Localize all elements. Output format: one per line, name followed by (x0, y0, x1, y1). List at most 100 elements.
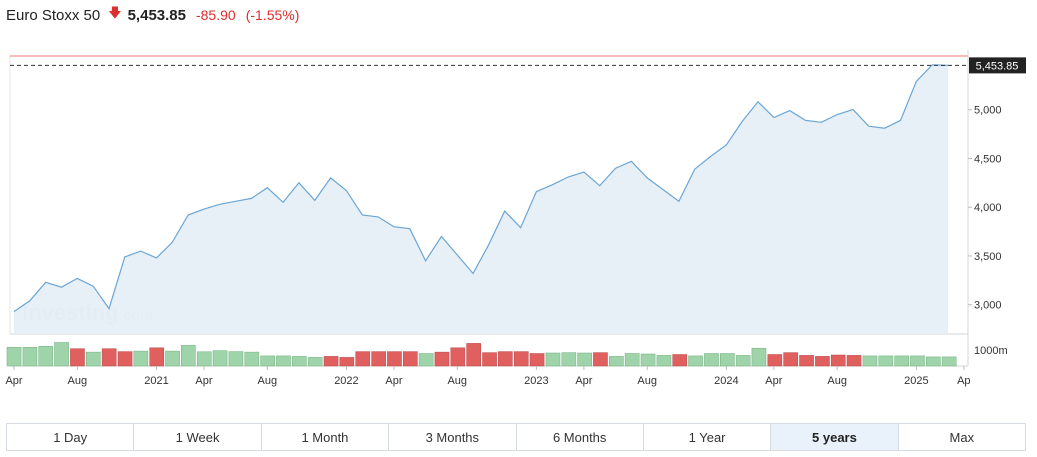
x-tick-label: Aug (827, 375, 847, 387)
volume-bar (941, 356, 957, 367)
volume-bar (656, 355, 672, 367)
range-button-5-years[interactable]: 5 years (771, 424, 899, 450)
volume-bar (498, 351, 513, 367)
volume-bar (339, 357, 355, 367)
x-tick-label: Apr (5, 375, 22, 387)
volume-bar (894, 355, 909, 367)
volume-bar (577, 352, 592, 367)
x-tick-label: Aug (447, 375, 467, 387)
price-area (14, 64, 948, 335)
x-tick-label: Apr (765, 375, 782, 387)
price-line (13, 64, 949, 313)
volume-bar (688, 355, 703, 367)
volume-bar (149, 347, 165, 367)
x-tick-label: Aug (257, 375, 277, 387)
range-button-1-year[interactable]: 1 Year (643, 424, 772, 450)
y-tick-label: 3,500 (974, 251, 1002, 263)
volume-bar (561, 352, 577, 367)
volume-bar (450, 347, 466, 367)
volume-bar (244, 351, 260, 367)
volume-bar (720, 353, 735, 367)
volume-bar (513, 351, 529, 367)
price-chart[interactable]: Investing.com5,453.853,0003,5004,0004,50… (0, 0, 1037, 420)
y-tick-label: 4,500 (974, 153, 1002, 165)
volume-axis-label: 1000m (974, 345, 1008, 357)
range-button-1-month[interactable]: 1 Month (261, 424, 390, 450)
range-button-1-week[interactable]: 1 Week (134, 424, 262, 450)
y-tick-label: 3,000 (974, 300, 1002, 312)
x-tick-label: 2022 (334, 375, 358, 387)
last-price: 5,453.85 (127, 6, 186, 24)
volume-bar (228, 351, 244, 367)
volume-bar (117, 351, 133, 367)
volume-bar (70, 348, 85, 367)
volume-bar (307, 357, 323, 367)
x-tick-label: 2021 (144, 375, 168, 387)
time-range-selector: 1 Day 1 Week 1 Month 3 Months 6 Months 1 Year… (6, 423, 1026, 451)
volume-bar (133, 350, 149, 367)
volume-bar (434, 351, 450, 367)
volume-bar (181, 345, 196, 367)
range-button-max[interactable]: Max (898, 424, 1025, 450)
price-change-percent: (-1.55%) (245, 7, 300, 23)
volume-bar (260, 355, 275, 367)
last-price-tag (969, 57, 1026, 74)
volume-bar (466, 343, 481, 367)
volume-bar (783, 352, 798, 367)
volume-bar (212, 350, 228, 367)
volume-bar (403, 351, 418, 367)
volume-bar (545, 352, 561, 367)
volume-bar (910, 355, 925, 367)
volume-bar (926, 356, 941, 367)
volume-bar (482, 352, 497, 367)
volume-bar (355, 351, 371, 367)
volume-bar (323, 356, 339, 367)
volume-bar (593, 352, 608, 367)
volume-bar (38, 346, 54, 367)
volume-bar (609, 356, 624, 367)
last-price-tag-label: 5,453.85 (976, 60, 1019, 72)
volume-bar (276, 355, 291, 367)
volume-bar (387, 351, 402, 367)
x-tick-label: 2024 (714, 375, 738, 387)
volume-bar (672, 354, 688, 367)
instrument-title: Euro Stoxx 50 (6, 6, 101, 24)
volume-bar (830, 354, 846, 367)
x-tick-label: Apr (195, 375, 212, 387)
volume-bar (529, 353, 545, 367)
volume-bar (815, 356, 830, 367)
volume-bar (878, 355, 894, 367)
x-tick-label: Aug (68, 375, 88, 387)
x-tick-label: 2023 (524, 375, 548, 387)
y-tick-label: 4,000 (974, 202, 1002, 214)
x-tick-label: 2025 (904, 375, 928, 387)
price-change: -85.90 (195, 7, 236, 23)
volume-bar (767, 354, 783, 367)
down-arrow-icon: 🡇 (108, 5, 122, 20)
volume-bar (418, 353, 434, 367)
x-tick-label: Aug (637, 375, 657, 387)
y-tick-label: 5,000 (974, 105, 1002, 117)
volume-bar (371, 351, 386, 367)
range-button-3-months[interactable]: 3 Months (389, 424, 517, 450)
volume-bar (22, 347, 38, 367)
chart-header: Euro Stoxx 50 🡇 5,453.85 -85.90 (-1.55%) (6, 4, 299, 26)
x-tick-label: Apr (575, 375, 592, 387)
volume-bar (292, 356, 307, 367)
volume-bar (196, 351, 212, 367)
volume-bar (624, 353, 640, 367)
volume-bar (735, 355, 751, 367)
volume-bar (86, 351, 101, 367)
volume-bar (101, 348, 117, 367)
volume-bar (862, 355, 878, 367)
volume-bar (54, 342, 69, 367)
volume-bar (846, 355, 862, 367)
volume-bar (640, 353, 656, 367)
x-tick-label: Ap (957, 375, 970, 387)
range-button-1-day[interactable]: 1 Day (7, 424, 135, 450)
range-button-6-months[interactable]: 6 Months (516, 424, 644, 450)
volume-bar (704, 353, 719, 367)
x-tick-label: Apr (385, 375, 402, 387)
volume-bar (6, 347, 22, 367)
volume-bar (165, 350, 180, 367)
